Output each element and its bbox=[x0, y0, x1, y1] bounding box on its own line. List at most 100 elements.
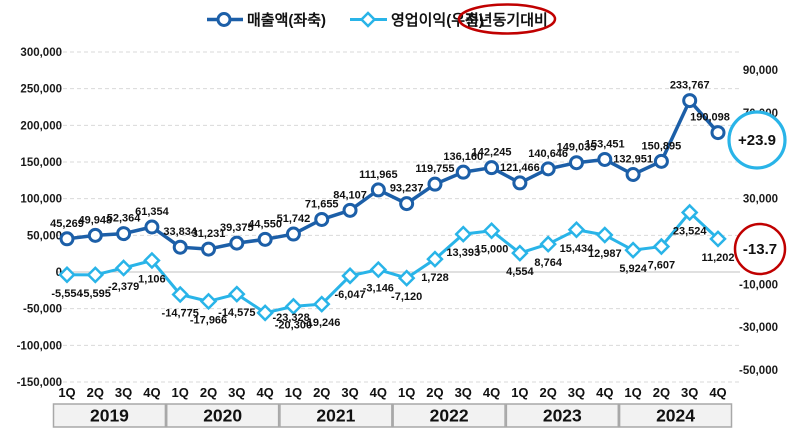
quarter-label: 2Q bbox=[313, 385, 330, 400]
revenue-marker bbox=[568, 155, 584, 171]
operating-profit-marker bbox=[312, 295, 331, 313]
operating-profit-data-label: -23,328 bbox=[272, 312, 309, 324]
left-axis-tick-label: 150,000 bbox=[20, 157, 62, 169]
operating-profit-data-label: 1,106 bbox=[138, 273, 166, 285]
revenue-data-label: 61,354 bbox=[135, 206, 170, 218]
revenue-marker bbox=[427, 176, 443, 192]
quarter-label: 4Q bbox=[256, 385, 273, 400]
quarter-label: 3Q bbox=[228, 385, 245, 400]
quarter-label: 4Q bbox=[370, 385, 387, 400]
year-box bbox=[505, 403, 620, 428]
quarter-label: 3Q bbox=[568, 385, 585, 400]
revenue-marker bbox=[144, 219, 160, 235]
operating-profit-marker bbox=[369, 260, 388, 279]
year-label: 2022 bbox=[430, 406, 469, 426]
revenue-data-label: 45,269 bbox=[50, 218, 84, 230]
left-axis-tick-label: -100,000 bbox=[17, 340, 62, 352]
revenue-marker bbox=[512, 175, 528, 191]
operating-profit-marker bbox=[114, 259, 133, 277]
revenue-marker bbox=[87, 227, 103, 243]
operating-profit-data-label: -19,246 bbox=[303, 317, 340, 329]
right-axis-tick-label: 30,000 bbox=[743, 194, 778, 206]
operating-profit-data-label: 4,554 bbox=[506, 266, 534, 278]
operating-profit-marker bbox=[596, 226, 614, 244]
revenue-data-label: 149,035 bbox=[557, 142, 597, 154]
revenue-yoy-circle-icon bbox=[727, 110, 787, 170]
legend-label-yoy: 전년동기대비 bbox=[465, 12, 548, 29]
revenue-data-label: 132,951 bbox=[613, 154, 653, 166]
revenue-data-label: 153,451 bbox=[585, 138, 625, 150]
revenue-data-label: 52,364 bbox=[107, 213, 142, 225]
revenue-marker bbox=[625, 167, 641, 183]
revenue-yoy-value: +23.9 bbox=[738, 132, 776, 149]
operating-profit-marker bbox=[199, 292, 218, 311]
revenue-marker bbox=[314, 211, 330, 227]
quarter-label: 3Q bbox=[681, 385, 698, 400]
right-axis-tick-label: -30,000 bbox=[739, 322, 778, 334]
operating-profit-data-label: -5,554 bbox=[51, 288, 83, 300]
year-label: 2024 bbox=[656, 406, 695, 426]
operating-profit-data-label: 23,524 bbox=[673, 225, 708, 237]
quarter-label: 4Q bbox=[143, 385, 160, 400]
operating-profit-data-label: -5,595 bbox=[80, 288, 111, 300]
operating-profit-marker bbox=[171, 285, 189, 304]
revenue-marker bbox=[172, 239, 188, 255]
operating-profit-data-label: 12,987 bbox=[588, 248, 622, 260]
revenue-data-label: 111,965 bbox=[359, 169, 398, 181]
revenue-data-label: 51,742 bbox=[277, 213, 311, 225]
quarter-label: 2Q bbox=[87, 385, 104, 400]
operating-profit-data-label: 5,924 bbox=[619, 263, 647, 275]
revenue-marker bbox=[682, 93, 698, 109]
left-axis-tick-label: 200,000 bbox=[20, 120, 62, 132]
operating-profit-marker bbox=[539, 235, 557, 253]
quarter-label: 1Q bbox=[511, 385, 528, 400]
revenue-marker bbox=[285, 226, 301, 242]
operating-profit-marker bbox=[680, 203, 699, 222]
quarter-label: 2Q bbox=[200, 385, 217, 400]
operating-profit-data-label: -14,575 bbox=[218, 307, 255, 319]
operating-profit-data-label: -17,966 bbox=[190, 314, 227, 326]
operating-profit-marker bbox=[511, 244, 529, 262]
revenue-marker bbox=[201, 241, 217, 257]
revenue-marker bbox=[59, 231, 75, 247]
right-axis-tick-label: -50,000 bbox=[739, 365, 778, 377]
legend-revenue-marker-icon bbox=[216, 12, 232, 27]
quarter-label: 3Q bbox=[455, 385, 472, 400]
year-box bbox=[279, 403, 393, 428]
revenue-marker bbox=[484, 160, 500, 176]
revenue-data-label: 142,245 bbox=[472, 147, 512, 159]
operating-profit-data-label: -7,120 bbox=[391, 291, 422, 303]
revenue-marker bbox=[116, 226, 132, 242]
revenue-data-label: 44,550 bbox=[248, 218, 282, 230]
revenue-marker bbox=[710, 125, 726, 141]
year-box bbox=[392, 403, 506, 428]
quarter-label: 2Q bbox=[653, 385, 670, 400]
operating-profit-data-label: 8,764 bbox=[534, 257, 562, 269]
left-axis-tick-label: 250,000 bbox=[20, 84, 62, 96]
revenue-marker bbox=[229, 235, 245, 251]
revenue-data-label: 49,948 bbox=[78, 214, 112, 226]
revenue-data-label: 39,375 bbox=[220, 222, 254, 234]
revenue-data-label: 93,237 bbox=[390, 183, 424, 195]
revenue-marker bbox=[257, 231, 273, 247]
left-axis-tick-label: 0 bbox=[56, 267, 62, 279]
operating-profit-marker bbox=[284, 297, 303, 316]
operating-yoy-value: -13.7 bbox=[743, 241, 777, 258]
operating-profit-marker bbox=[652, 237, 671, 256]
operating-profit-marker bbox=[58, 265, 76, 284]
quarter-label: 1Q bbox=[58, 385, 75, 400]
operating-profit-data-label: 7,607 bbox=[648, 260, 676, 272]
operating-profit-marker bbox=[341, 267, 359, 285]
revenue-data-label: 190,098 bbox=[690, 112, 730, 124]
revenue-data-label: 31,231 bbox=[192, 228, 226, 240]
revenue-data-label: 121,466 bbox=[500, 162, 540, 174]
quarter-label: 4Q bbox=[596, 385, 613, 400]
revenue-data-label: 119,755 bbox=[415, 163, 454, 175]
quarter-label: 4Q bbox=[709, 385, 726, 400]
left-axis-tick-label: -150,000 bbox=[17, 377, 62, 389]
quarter-label: 1Q bbox=[398, 385, 415, 400]
operating-profit-marker bbox=[426, 250, 444, 268]
operating-profit-marker bbox=[454, 225, 473, 243]
operating-profit-data-label: -2,379 bbox=[108, 281, 139, 293]
operating-yoy-circle-icon bbox=[733, 222, 787, 276]
